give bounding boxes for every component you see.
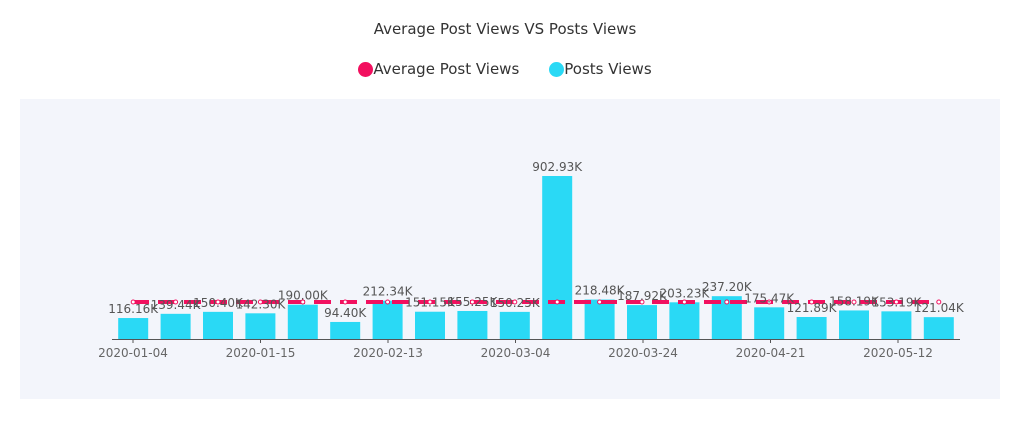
data-label: 218.48K xyxy=(575,284,626,298)
average-point xyxy=(342,299,348,305)
x-tick-label: 2020-05-12 xyxy=(863,346,933,360)
legend: Average Post Views Posts Views xyxy=(0,60,1010,78)
legend-item-average-post-views[interactable]: Average Post Views xyxy=(358,60,519,78)
bar-posts-views[interactable] xyxy=(796,316,827,339)
bar-posts-views[interactable] xyxy=(118,318,149,339)
average-point xyxy=(936,299,942,305)
data-label: 150.40K xyxy=(193,296,244,310)
bar-posts-views[interactable] xyxy=(754,307,785,339)
average-point xyxy=(385,299,391,305)
bar-posts-views[interactable] xyxy=(203,311,233,339)
data-label: 902.93K xyxy=(532,160,583,174)
average-point xyxy=(427,299,433,305)
average-point xyxy=(512,299,518,305)
data-label: 116.16K xyxy=(108,302,159,316)
average-point xyxy=(215,299,221,305)
data-label: 151.15K xyxy=(405,296,456,310)
average-point xyxy=(681,299,687,305)
data-label: 155.25K xyxy=(447,295,498,309)
bar-posts-views[interactable] xyxy=(584,299,615,339)
legend-label-posts-views: Posts Views xyxy=(564,60,652,78)
bar-posts-views[interactable] xyxy=(542,176,573,339)
data-label: 158.19K xyxy=(829,294,880,308)
average-point xyxy=(851,299,857,305)
bar-posts-views[interactable] xyxy=(669,302,700,339)
x-tick-label: 2020-03-24 xyxy=(608,346,678,360)
average-point xyxy=(809,299,815,305)
data-label: 175.47K xyxy=(744,291,795,305)
average-point xyxy=(130,299,136,305)
data-label: 142.30K xyxy=(235,297,286,311)
average-point xyxy=(257,299,263,305)
x-tick-label: 2020-04-21 xyxy=(736,346,806,360)
bar-posts-views[interactable] xyxy=(499,311,530,339)
average-point xyxy=(766,299,772,305)
bar-posts-views[interactable] xyxy=(330,321,361,339)
legend-label-average-post-views: Average Post Views xyxy=(373,60,520,78)
average-point xyxy=(639,299,645,305)
data-label: 237.20K xyxy=(702,280,753,294)
data-label: 190.00K xyxy=(278,289,329,303)
data-label: 139.44K xyxy=(151,298,202,312)
bar-posts-views[interactable] xyxy=(457,310,488,339)
average-point xyxy=(173,299,179,305)
bar-posts-views[interactable] xyxy=(627,305,657,339)
plot-area xyxy=(20,99,1000,399)
data-label: 212.34K xyxy=(363,285,414,299)
bar-posts-views[interactable] xyxy=(287,304,318,339)
average-point xyxy=(300,299,306,305)
data-label: 121.04K xyxy=(914,301,965,315)
bar-posts-views[interactable] xyxy=(372,300,403,339)
bar-posts-views[interactable] xyxy=(245,313,276,339)
legend-item-posts-views[interactable]: Posts Views xyxy=(549,60,652,78)
bar-posts-views[interactable] xyxy=(923,317,954,339)
average-point xyxy=(469,299,475,305)
bar-posts-views[interactable] xyxy=(839,310,869,339)
x-tick-label: 2020-02-13 xyxy=(353,346,423,360)
data-label: 94.40K xyxy=(324,306,367,320)
average-point xyxy=(554,299,560,305)
bar-posts-views[interactable] xyxy=(881,311,912,339)
data-label: 203.23K xyxy=(659,286,710,300)
average-point xyxy=(597,299,603,305)
chart-title: Average Post Views VS Posts Views xyxy=(373,20,637,38)
legend-marker-posts-views xyxy=(549,61,565,77)
average-point xyxy=(724,299,730,305)
data-label: 150.25K xyxy=(490,296,541,310)
average-point xyxy=(893,299,899,305)
x-tick-label: 2020-01-15 xyxy=(226,346,296,360)
bar-posts-views[interactable] xyxy=(160,313,191,339)
x-tick-label: 2020-03-04 xyxy=(481,346,551,360)
data-label: 121.89K xyxy=(787,301,838,315)
data-label: 153.19K xyxy=(871,295,922,309)
x-tick-label: 2020-01-04 xyxy=(98,346,168,360)
legend-marker-average-post-views xyxy=(358,61,374,77)
bar-posts-views[interactable] xyxy=(415,311,445,339)
data-label: 187.92K xyxy=(617,289,668,303)
